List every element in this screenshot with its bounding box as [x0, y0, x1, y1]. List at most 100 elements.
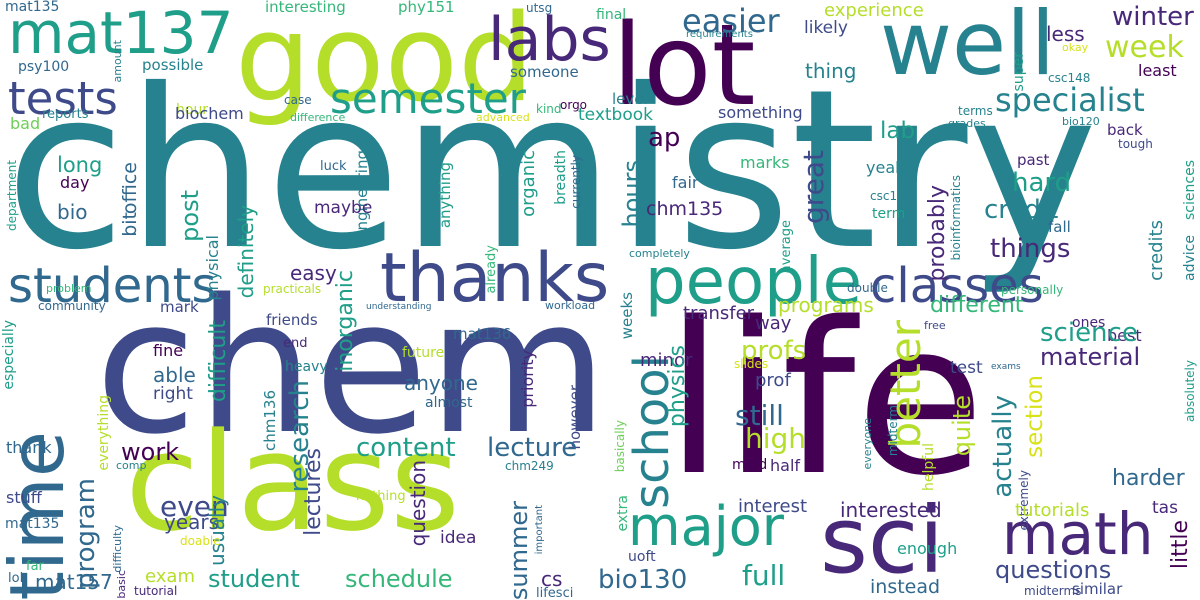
word-fair: fair: [672, 173, 699, 192]
word-organic: organic: [518, 150, 539, 217]
word-usually: usually: [205, 495, 229, 566]
word-fall: fall: [1048, 218, 1071, 236]
word-engineering: engineering: [353, 150, 371, 240]
word-years: years: [164, 510, 220, 534]
word-half: half: [770, 456, 801, 475]
word-requirements: requirements: [686, 29, 753, 40]
word-advanced: advanced: [476, 111, 530, 124]
word-questions: questions: [995, 556, 1112, 584]
word-different: different: [930, 293, 1024, 318]
word-good: good: [235, 0, 535, 129]
word-section: section: [1022, 375, 1048, 458]
word-level: level: [612, 90, 648, 108]
word-comp: comp: [116, 459, 147, 472]
word-biochem: biochem: [175, 104, 244, 123]
word-term: term: [872, 206, 906, 222]
word-programs: programs: [778, 293, 874, 317]
word-major: major: [628, 495, 784, 558]
word-lifesci: lifesci: [536, 586, 574, 600]
word-tutorials: tutorials: [1015, 500, 1090, 521]
word-chm135: chm135: [646, 198, 724, 220]
word-absolutely: absolutely: [1183, 360, 1197, 423]
word-helpful: helpful: [921, 443, 937, 491]
word-able: able: [153, 363, 196, 387]
word-summer: summer: [505, 500, 533, 600]
word-full: full: [742, 559, 786, 592]
word-student: student: [208, 565, 300, 593]
word-luck: luck: [320, 159, 347, 174]
word-ap: ap: [648, 123, 681, 153]
word-harder: harder: [1112, 466, 1185, 491]
word-doable: doable: [180, 534, 221, 548]
word-specialist: specialist: [995, 81, 1145, 119]
word-right: right: [153, 384, 193, 404]
word-way: way: [755, 313, 792, 334]
word-department: department: [5, 160, 19, 231]
word-chm136: chm136: [261, 390, 279, 451]
word-mat136: mat136: [453, 325, 512, 343]
word-bad: bad: [10, 114, 41, 133]
word-thanks: thanks: [380, 239, 610, 318]
word-heavy: heavy: [285, 359, 328, 375]
word-prof: prof: [755, 370, 791, 391]
word-problem: problem: [46, 282, 92, 295]
word-completely: completely: [629, 247, 690, 260]
word-high: high: [745, 422, 807, 455]
word-marks: marks: [740, 153, 790, 172]
word-currently: currently: [569, 155, 583, 209]
word-midterm: midterm: [886, 405, 900, 457]
word-difficulty: difficulty: [111, 525, 124, 573]
word-question: question: [406, 460, 430, 547]
word-science: science: [1040, 318, 1138, 348]
word-okay: okay: [1062, 41, 1089, 54]
word-semester: semester: [330, 74, 526, 123]
word-office: office: [119, 162, 141, 215]
word-anyone: anyone: [404, 371, 478, 395]
word-likely: likely: [804, 18, 848, 38]
word-material: material: [1040, 343, 1141, 371]
word-little: little: [1168, 520, 1193, 570]
word-community: community: [38, 299, 106, 313]
word-mat157: mat157: [35, 570, 113, 594]
word-lol: lol: [8, 571, 24, 586]
word-chem: chem: [95, 259, 608, 475]
word-sci: sci: [820, 487, 945, 594]
word-post: post: [176, 190, 204, 242]
word-understanding: understanding: [366, 302, 432, 312]
word-interested: interested: [840, 498, 942, 522]
word-final: final: [596, 7, 627, 23]
word-mat135-top: mat135: [5, 0, 60, 15]
word-chemistry: chemistry: [5, 42, 1098, 298]
word-mark: mark: [160, 298, 199, 316]
word-advice: advice: [1182, 235, 1198, 281]
word-workload: workload: [545, 299, 596, 312]
word-easy: easy: [290, 261, 337, 285]
word-weeks: weeks: [618, 292, 636, 340]
word-exams: exams: [991, 362, 1021, 372]
word-slides: slides: [734, 357, 769, 371]
word-classes: classes: [870, 258, 1044, 314]
word-fine: fine: [153, 341, 184, 360]
word-past: past: [1017, 151, 1050, 169]
word-average: average: [779, 220, 794, 274]
word-inorganic: inorganic: [333, 270, 358, 372]
word-quite: quite: [948, 395, 976, 457]
word-tough: tough: [1118, 137, 1153, 151]
word-csc108: csc108: [870, 189, 913, 203]
word-even: even: [160, 490, 229, 523]
word-someone: someone: [510, 63, 579, 81]
word-experience: experience: [824, 0, 924, 21]
word-work: work: [121, 438, 180, 466]
word-schedule: schedule: [345, 565, 453, 593]
word-terms: terms: [958, 104, 993, 118]
word-personally: personally: [1001, 283, 1064, 297]
word-yeah: yeah: [866, 158, 906, 177]
word-chm249: chm249: [505, 459, 554, 473]
word-credits: credits: [1146, 220, 1167, 281]
word-super: super: [1011, 52, 1027, 92]
word-grades: grades: [948, 117, 986, 130]
word-physics: physics: [665, 345, 690, 428]
word-hard: hard: [1012, 168, 1072, 198]
word-least: least: [1138, 61, 1177, 80]
word-bioinformatics: bioinformatics: [949, 175, 963, 261]
